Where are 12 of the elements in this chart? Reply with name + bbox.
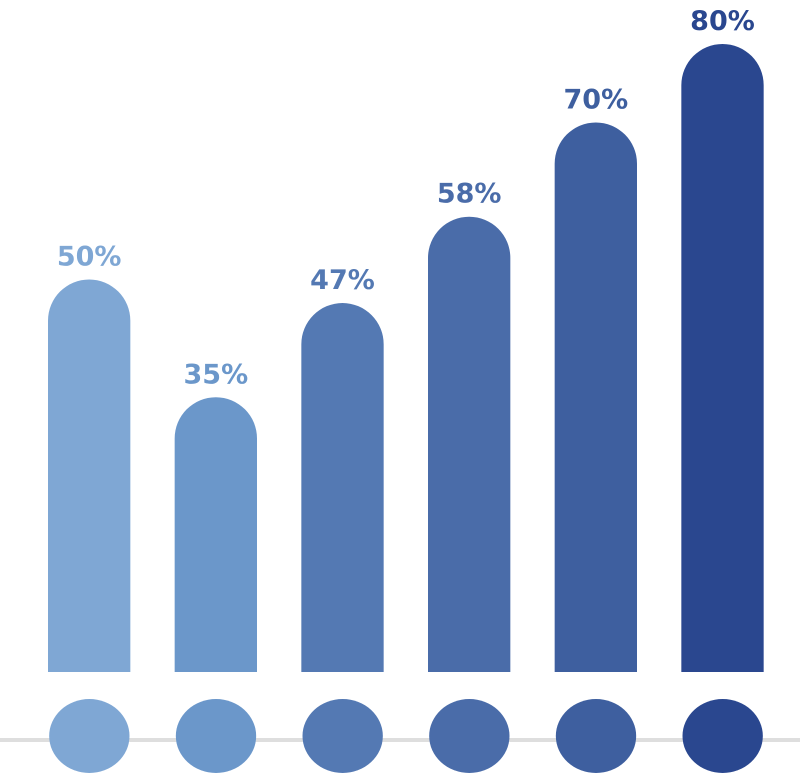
bar: [681, 44, 764, 672]
data-label: 47%: [310, 265, 375, 296]
bar: [48, 280, 130, 672]
data-label: 50%: [56, 242, 122, 272]
bar: [301, 303, 384, 672]
bar: [174, 397, 257, 672]
data-label: 35%: [184, 359, 248, 390]
bar: [428, 216, 510, 672]
data-label: 80%: [690, 6, 755, 37]
data-label: 58%: [436, 178, 502, 210]
data-label: 70%: [564, 84, 628, 116]
bar: [554, 122, 637, 672]
